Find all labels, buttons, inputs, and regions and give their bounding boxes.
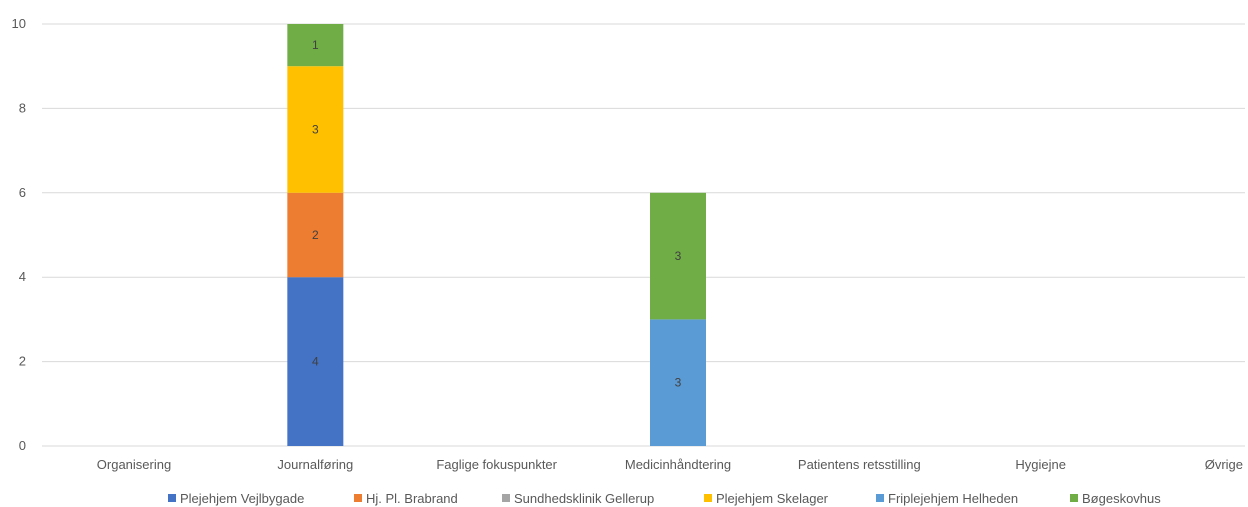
bar-segment (287, 277, 344, 446)
x-tick-label: Hygiejne (1015, 457, 1066, 472)
x-tick-label: Organisering (97, 457, 171, 472)
bar-segment (650, 192, 706, 320)
data-label: 3 (675, 249, 682, 263)
legend-label: Friplejehjem Helheden (888, 491, 1018, 506)
data-label: 3 (312, 123, 319, 137)
legend-swatch (168, 494, 176, 502)
legend-label: Hj. Pl. Brabrand (366, 491, 458, 506)
bar-segment (650, 319, 706, 446)
legend-swatch (354, 494, 362, 502)
x-tick-label: Medicinhåndtering (625, 457, 731, 472)
x-tick-label: Faglige fokuspunkter (436, 457, 557, 472)
data-label: 2 (312, 228, 319, 242)
legend-swatch (704, 494, 712, 502)
y-tick-label: 4 (19, 269, 26, 284)
legend-label: Plejehjem Skelager (716, 491, 829, 506)
data-label: 4 (312, 355, 319, 369)
legend-swatch (876, 494, 884, 502)
x-axis: Organisering Journalføring Faglige fokuspu… (97, 457, 1243, 472)
bar-segment (287, 24, 344, 67)
bar-segment (287, 192, 344, 278)
x-tick-label: Øvrige (1205, 457, 1243, 472)
y-tick-label: 2 (19, 354, 26, 369)
legend-swatch (502, 494, 510, 502)
data-label: 3 (675, 376, 682, 390)
y-tick-label: 0 (19, 438, 26, 453)
legend-swatch (1070, 494, 1078, 502)
bar-segment (287, 66, 344, 193)
bars: 4 2 3 1 3 3 (287, 24, 706, 446)
data-label: 1 (312, 38, 319, 52)
y-tick-label: 10 (12, 16, 26, 31)
legend-label: Sundhedsklinik Gellerup (514, 491, 654, 506)
x-tick-label: Patientens retsstilling (798, 457, 921, 472)
y-axis: 0 2 4 6 8 10 (12, 16, 26, 453)
y-tick-label: 8 (19, 100, 26, 115)
legend-label: Bøgeskovhus (1082, 491, 1161, 506)
y-tick-label: 6 (19, 185, 26, 200)
gridlines (42, 23, 1245, 447)
legend-label: Plejehjem Vejlbygade (180, 491, 304, 506)
legend: Plejehjem Vejlbygade Hj. Pl. Brabrand Sund… (168, 491, 1161, 506)
x-tick-label: Journalføring (277, 457, 353, 472)
